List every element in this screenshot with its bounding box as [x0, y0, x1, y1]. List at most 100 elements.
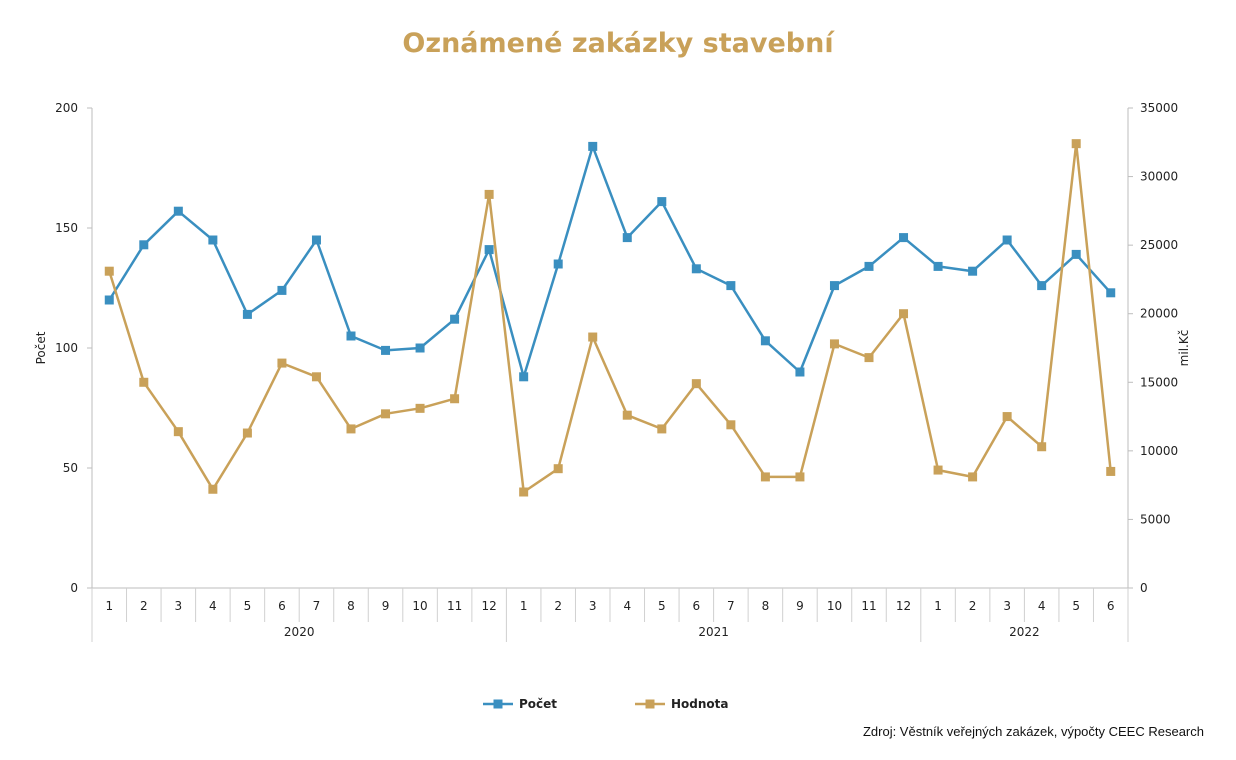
legend-label-hodnota: Hodnota: [671, 697, 729, 711]
data-point-hodnota: [381, 409, 391, 419]
x-tick-label: 9: [796, 599, 804, 613]
data-point-po-et: [726, 281, 736, 291]
x-tick-label: 3: [175, 599, 183, 613]
data-point-hodnota: [277, 358, 287, 368]
data-point-hodnota: [622, 410, 632, 420]
data-point-hodnota: [104, 266, 114, 276]
series-line-hodnota: [108, 142, 1112, 494]
data-point-po-et: [829, 281, 839, 291]
x-tick-label: 5: [1072, 599, 1080, 613]
x-tick-label: 11: [861, 599, 876, 613]
data-point-po-et: [622, 233, 632, 243]
data-point-hodnota: [657, 424, 667, 434]
data-point-po-et: [1106, 288, 1116, 298]
data-point-hodnota: [968, 472, 978, 482]
x-tick-label: 8: [762, 599, 770, 613]
x-group-label: 2022: [1009, 625, 1040, 639]
data-point-po-et: [1037, 281, 1047, 291]
data-point-po-et: [1002, 235, 1012, 245]
data-point-po-et: [277, 285, 287, 295]
data-point-po-et: [346, 331, 356, 341]
y-right-tick-label: 5000: [1140, 512, 1171, 526]
legend-marker-po-et: [493, 699, 503, 709]
x-group-label: 2021: [698, 625, 729, 639]
data-point-po-et: [519, 372, 529, 382]
data-point-hodnota: [691, 379, 701, 389]
y-left-tick-label: 50: [63, 461, 78, 475]
data-point-po-et: [415, 343, 425, 353]
x-tick-label: 1: [520, 599, 528, 613]
data-point-hodnota: [242, 428, 252, 438]
series-line-po-et: [108, 145, 1112, 379]
x-tick-label: 4: [209, 599, 217, 613]
data-point-hodnota: [795, 472, 805, 482]
x-tick-label: 11: [447, 599, 462, 613]
x-tick-label: 5: [658, 599, 666, 613]
x-tick-label: 12: [896, 599, 911, 613]
data-point-po-et: [691, 264, 701, 274]
x-tick-label: 12: [481, 599, 496, 613]
data-point-hodnota: [588, 332, 598, 342]
y-right-tick-label: 35000: [1140, 101, 1178, 115]
data-point-po-et: [173, 206, 183, 216]
x-tick-label: 6: [278, 599, 286, 613]
legend-label-po-et: Počet: [519, 697, 557, 711]
y-right-tick-label: 20000: [1140, 307, 1178, 321]
x-group-label: 2020: [284, 625, 315, 639]
data-point-po-et: [553, 259, 563, 269]
chart-title: Oznámené zakázky stavební: [402, 28, 834, 59]
x-tick-label: 2: [969, 599, 977, 613]
data-point-po-et: [933, 261, 943, 271]
x-tick-label: 5: [244, 599, 252, 613]
data-point-hodnota: [1037, 442, 1047, 452]
data-point-hodnota: [139, 377, 149, 387]
data-point-hodnota: [726, 420, 736, 430]
data-point-po-et: [864, 261, 874, 271]
data-point-po-et: [208, 235, 218, 245]
y-right-tick-label: 25000: [1140, 238, 1178, 252]
y-right-tick-label: 30000: [1140, 170, 1178, 184]
axes: 0 50 100 150 200 0 5000 10000 15000 20000 25000 300…: [55, 101, 1178, 642]
data-point-hodnota: [415, 403, 425, 413]
x-tick-label: 2: [554, 599, 562, 613]
data-point-po-et: [899, 233, 909, 243]
data-point-po-et: [311, 235, 321, 245]
data-point-po-et: [139, 240, 149, 250]
x-tick-label: 3: [1003, 599, 1011, 613]
y-left-tick-label: 200: [55, 101, 78, 115]
x-tick-label: 10: [412, 599, 427, 613]
data-point-hodnota: [450, 394, 460, 404]
x-tick-label: 4: [1038, 599, 1046, 613]
data-point-po-et: [760, 336, 770, 346]
x-tick-label: 10: [827, 599, 842, 613]
data-point-po-et: [450, 314, 460, 324]
data-point-hodnota: [1106, 466, 1116, 476]
data-point-hodnota: [346, 424, 356, 434]
data-point-po-et: [588, 141, 598, 151]
y-left-tick-label: 100: [55, 341, 78, 355]
data-point-po-et: [484, 245, 494, 255]
data-point-po-et: [657, 197, 667, 207]
data-point-hodnota: [933, 465, 943, 475]
x-tick-label: 3: [589, 599, 597, 613]
legend: Počet Hodnota: [483, 697, 729, 711]
data-point-hodnota: [899, 309, 909, 319]
data-point-hodnota: [208, 484, 218, 494]
x-tick-label: 6: [1107, 599, 1115, 613]
data-point-hodnota: [1071, 139, 1081, 149]
data-point-hodnota: [173, 427, 183, 437]
y-left-tick-label: 150: [55, 221, 78, 235]
y-axis-left-label: Počet: [34, 331, 48, 364]
data-point-po-et: [1071, 249, 1081, 259]
x-tick-label: 8: [347, 599, 355, 613]
x-tick-label: 7: [313, 599, 321, 613]
data-point-hodnota: [864, 353, 874, 363]
x-tick-label: 6: [693, 599, 701, 613]
y-right-tick-label: 10000: [1140, 444, 1178, 458]
data-point-hodnota: [553, 464, 563, 474]
data-point-hodnota: [760, 472, 770, 482]
data-point-hodnota: [484, 189, 494, 199]
x-tick-label: 1: [934, 599, 942, 613]
source-note: Zdroj: Věstník veřejných zakázek, výpočt…: [862, 724, 1204, 739]
